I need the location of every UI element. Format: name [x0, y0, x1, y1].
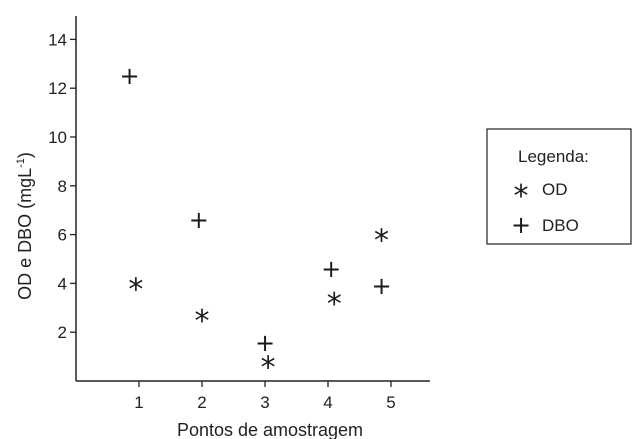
- y-axis-label-main: OD e DBO (mgL: [15, 168, 35, 300]
- od-point: *: [128, 272, 143, 307]
- y-tick-label: 14: [48, 30, 67, 49]
- x-tick-label: 5: [386, 393, 395, 412]
- od-point: *: [195, 304, 210, 339]
- data-points: *****+++++: [119, 62, 391, 385]
- dbo-point: +: [371, 272, 391, 300]
- x-tick-label: 1: [134, 393, 143, 412]
- y-tick-label: 8: [58, 177, 67, 196]
- legend-dbo-symbol: +: [511, 211, 531, 239]
- y-axis-label: OD e DBO (mgL-1): [15, 152, 35, 300]
- dbo-point: +: [189, 206, 209, 234]
- x-ticks: 1 2 3 4 5: [134, 381, 396, 412]
- y-tick-label: 10: [48, 128, 67, 147]
- x-tick-label: 4: [323, 393, 332, 412]
- y-tick-label: 2: [58, 323, 67, 342]
- axes: [75, 16, 430, 382]
- dbo-point: +: [321, 255, 341, 283]
- y-axis-label-close: ): [15, 152, 35, 158]
- x-tick-label: 2: [197, 393, 206, 412]
- dbo-point: +: [119, 62, 139, 90]
- y-tick-label: 12: [48, 79, 67, 98]
- od-point: *: [327, 287, 342, 322]
- x-axis-label: Pontos de amostragem: [177, 420, 363, 439]
- legend-od-symbol: *: [514, 179, 529, 214]
- legend: Legenda: * OD + DBO: [486, 128, 632, 245]
- legend-box: [486, 128, 632, 245]
- dbo-point: +: [255, 329, 275, 357]
- legend-dbo-label: DBO: [542, 216, 579, 235]
- legend-od-label: OD: [542, 180, 568, 199]
- y-ticks: 2 4 6 8 10 12 14: [48, 30, 76, 342]
- y-tick-label: 4: [58, 274, 67, 293]
- y-tick-label: 6: [58, 226, 67, 245]
- x-tick-label: 3: [260, 393, 269, 412]
- legend-title: Legenda:: [518, 147, 589, 166]
- od-point: *: [374, 224, 389, 259]
- y-axis-label-superscript: -1: [15, 158, 27, 168]
- od-point: *: [261, 350, 276, 385]
